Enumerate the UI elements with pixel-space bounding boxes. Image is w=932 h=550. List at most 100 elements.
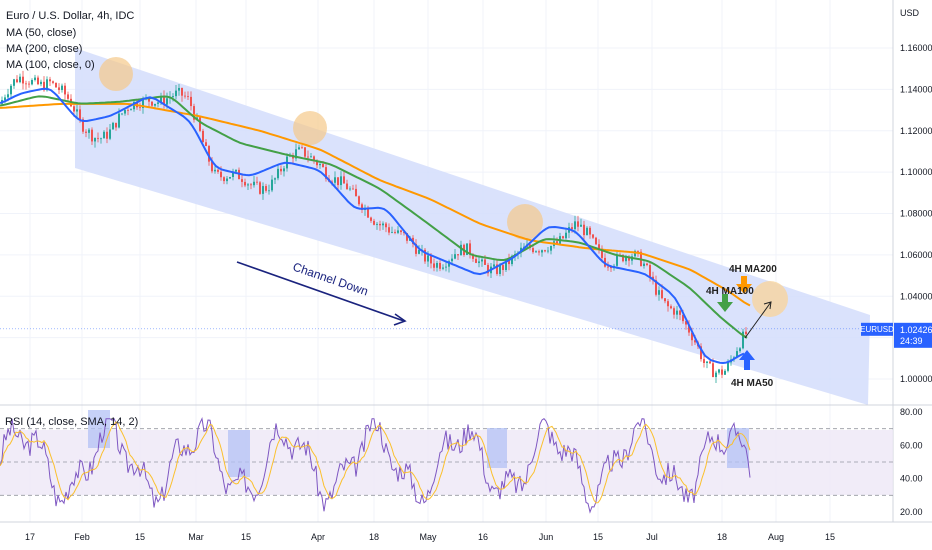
candle-body: [94, 137, 96, 142]
candle-body: [283, 168, 285, 172]
candle-body: [112, 122, 114, 130]
time-tick-label: 15: [135, 532, 145, 542]
candle-body: [19, 76, 21, 83]
candle-body: [58, 87, 60, 90]
symbol-tag: [861, 322, 893, 336]
candle-body: [406, 233, 408, 241]
candle-body: [532, 248, 534, 253]
candle-body: [547, 250, 549, 252]
ma100-arrow-shaft: [722, 294, 728, 303]
price-tick-label: 1.16000: [900, 43, 932, 53]
candle-body: [229, 176, 231, 179]
candle-body: [262, 186, 264, 194]
candle-body: [244, 181, 246, 186]
candle-body: [361, 204, 363, 210]
rsi-highlight-3: [487, 428, 507, 468]
time-tick-label: Mar: [188, 532, 204, 542]
candle-body: [10, 85, 12, 95]
ma100-line: [0, 95, 748, 339]
candle-body: [199, 117, 201, 131]
candle-body: [250, 184, 252, 186]
candle-body: [505, 258, 507, 271]
candle-body: [235, 169, 237, 172]
legend-ma50: MA (50, close): [6, 27, 76, 39]
time-tick-label: Apr: [311, 532, 325, 542]
candle-body: [193, 106, 195, 120]
candle-body: [64, 85, 66, 95]
candle-body: [493, 264, 495, 267]
candle-body: [400, 230, 402, 233]
candle-body: [376, 223, 378, 225]
price-tick-label: 1.08000: [900, 209, 932, 219]
candle-body: [55, 82, 57, 88]
candle-body: [172, 96, 174, 98]
ma50-line: [0, 87, 745, 365]
candle-body: [322, 164, 324, 168]
candle-body: [82, 119, 84, 132]
candle-body: [274, 178, 276, 180]
time-tick-label: May: [419, 532, 437, 542]
rsi-ma-line: [0, 421, 751, 504]
candle-body: [424, 249, 426, 262]
candle-body: [592, 234, 594, 238]
candle-body: [643, 263, 645, 267]
candle-body: [181, 87, 183, 96]
candle-body: [34, 77, 36, 81]
candle-body: [712, 363, 714, 378]
price-tick-label: 1.14000: [900, 84, 932, 94]
candle-body: [415, 243, 417, 254]
time-tick-label: Jul: [646, 532, 658, 542]
candle-body: [127, 109, 129, 111]
candle-body: [475, 258, 477, 263]
rsi-tick-label: 80.00: [900, 407, 923, 417]
channel-down-arrowhead: [393, 313, 407, 326]
candle-body: [313, 156, 315, 161]
candle-body: [601, 248, 603, 258]
ma100-arrow-icon: [717, 302, 733, 312]
candle-body: [667, 301, 669, 307]
candle-body: [223, 177, 225, 182]
highlight-circle-2: [293, 111, 327, 145]
candle-body: [157, 102, 159, 104]
candle-body: [301, 147, 303, 149]
candle-body: [676, 310, 678, 315]
candle-body: [40, 81, 42, 85]
rsi-highlight-1: [88, 410, 110, 448]
candle-body: [52, 81, 54, 83]
candle-body: [472, 254, 474, 259]
candle-body: [550, 245, 552, 251]
candle-body: [727, 362, 729, 371]
ma50-arrow-shaft: [744, 360, 750, 370]
candle-body: [118, 113, 120, 128]
candle-body: [187, 96, 189, 98]
rsi-line: [0, 417, 751, 514]
candle-countdown: 24:39: [900, 336, 923, 346]
candle-body: [391, 231, 393, 233]
candle-body: [91, 129, 93, 142]
candle-body: [271, 179, 273, 191]
candle-body: [442, 267, 444, 269]
candle-body: [607, 266, 609, 268]
current-price-value: 1.02426: [900, 325, 932, 335]
chart-title: Euro / U.S. Dollar, 4h, IDC: [6, 10, 134, 22]
candle-body: [16, 79, 18, 83]
candle-body: [373, 220, 375, 225]
candle-body: [178, 87, 180, 91]
candle-body: [325, 167, 327, 179]
candle-body: [163, 95, 165, 105]
candle-body: [427, 255, 429, 262]
candle-body: [664, 298, 666, 302]
rsi-tick-label: 40.00: [900, 474, 923, 484]
time-tick-labels: 17 Feb 15 Mar 15 Apr 18 May 16 Jun 15 Jul 18 Aug 15: [25, 532, 835, 542]
candle-body: [724, 370, 726, 375]
candle-body: [583, 224, 585, 236]
price-tick-label: 1.06000: [900, 250, 932, 260]
candle-body: [148, 98, 150, 102]
candle-body: [598, 244, 600, 249]
price-tick-label: 1.10000: [900, 167, 932, 177]
legend-ma200: MA (200, close): [6, 43, 82, 55]
candle-body: [439, 262, 441, 269]
annotation-ma200: 4H MA200: [729, 264, 777, 275]
candle-body: [571, 227, 573, 230]
